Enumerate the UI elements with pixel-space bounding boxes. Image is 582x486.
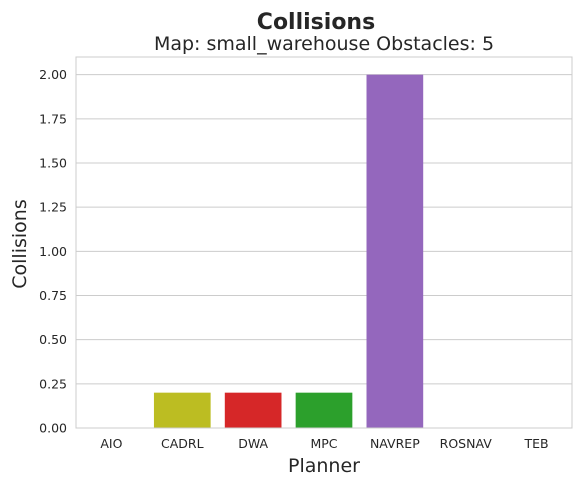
y-tick-label: 0.75: [39, 288, 67, 303]
x-tick-label-navrep: NAVREP: [370, 436, 420, 451]
x-tick-label-aio: AIO: [100, 436, 122, 451]
y-tick-label: 1.25: [39, 200, 67, 215]
chart-subtitle: Map: small_warehouse Obstacles: 5: [154, 33, 494, 55]
y-axis-label: Collisions: [9, 199, 31, 288]
x-tick-label-rosnav: ROSNAV: [440, 436, 493, 451]
x-tick-label-cadrl: CADRL: [161, 436, 204, 451]
y-tick-label: 1.50: [39, 156, 67, 171]
y-tick-label: 1.00: [39, 244, 67, 259]
plot-frame: [75, 56, 573, 429]
bar-mpc: [295, 392, 353, 428]
x-tick-label-mpc: MPC: [310, 436, 337, 451]
chart-title: Collisions: [257, 10, 375, 35]
y-tick-label: 1.75: [39, 111, 67, 126]
x-tick-labels: AIO CADRL DWA MPC NAVREP ROSNAV TEB: [100, 436, 548, 451]
y-tick-labels: 0.00 0.25 0.50 0.75 1.00 1.25 1.50 1.75 2.00: [39, 67, 67, 435]
y-tick-label: 0.00: [39, 421, 67, 436]
bar-dwa: [224, 392, 282, 428]
y-tick-label: 0.25: [39, 376, 67, 391]
x-tick-label-dwa: DWA: [238, 436, 268, 451]
gridlines: [76, 74, 572, 429]
y-tick-label: 0.50: [39, 332, 67, 347]
x-tick-label-teb: TEB: [524, 436, 549, 451]
bar-cadrl: [153, 392, 211, 428]
bar-navrep: [366, 74, 424, 429]
bars: [153, 74, 424, 429]
x-axis-label: Planner: [288, 455, 360, 477]
y-tick-label: 2.00: [39, 67, 67, 82]
